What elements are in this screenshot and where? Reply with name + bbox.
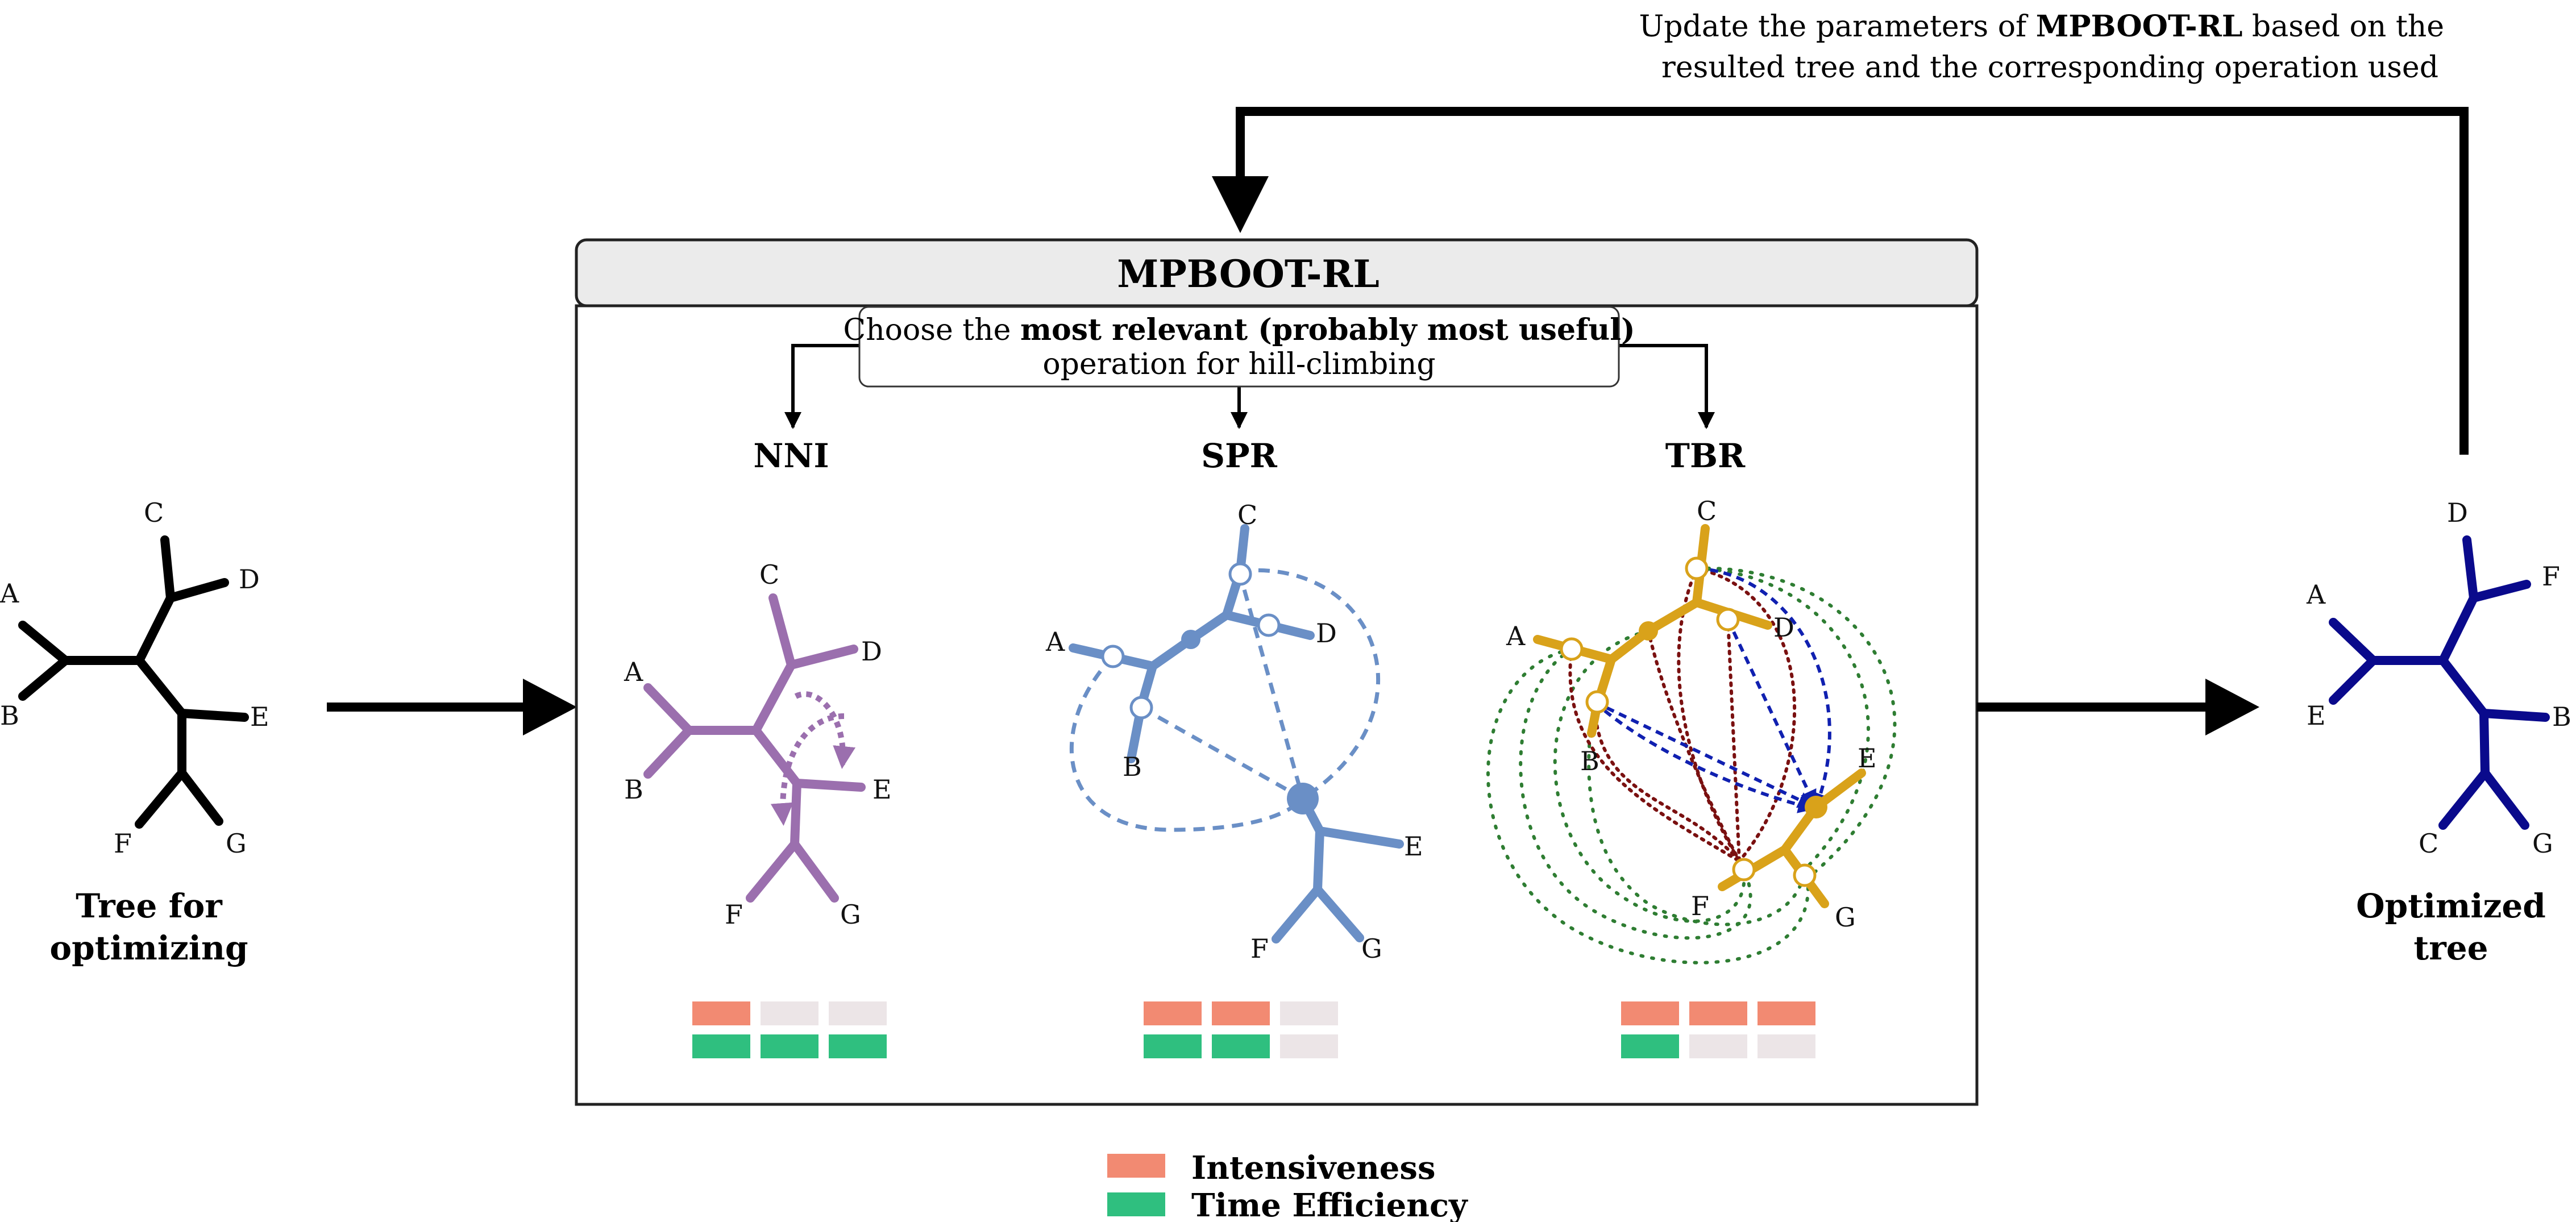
nni-time-efficiency-cell	[829, 1034, 887, 1058]
connector-nni	[784, 344, 859, 429]
tbr-leaf-f: F	[1691, 891, 1709, 921]
tbr-leaf-d: D	[1773, 612, 1794, 643]
input-leaf-d: D	[239, 564, 260, 595]
nni-leaf-c: C	[759, 559, 779, 590]
tbr-node-solid-2	[1805, 796, 1827, 818]
tbr-green-dotted	[1486, 566, 1897, 965]
tbr-intensiveness-cell	[1758, 1001, 1815, 1025]
feedback-arrowhead	[1212, 176, 1269, 233]
input-leaf-g: G	[226, 828, 247, 859]
tbr-intensiveness-cell	[1621, 1001, 1679, 1025]
spr-time-efficiency-cell	[1280, 1034, 1338, 1058]
tbr-leaf-g: G	[1835, 902, 1856, 933]
nni-leaf-e: E	[872, 774, 892, 805]
tbr-intensiveness-cell	[1689, 1001, 1747, 1025]
spr-dashed-paths	[1069, 568, 1381, 832]
tbr-leaf-c: C	[1697, 496, 1717, 526]
nni-time-efficiency-cell	[761, 1034, 818, 1058]
output-leaf-a: A	[2306, 579, 2326, 610]
tbr-time-efficiency-cell	[1689, 1034, 1747, 1058]
spr-intensiveness-cell	[1280, 1001, 1338, 1025]
spr-leaf-d: D	[1316, 618, 1337, 649]
spr-leaf-e: E	[1404, 831, 1423, 862]
legend-label-intensiveness: Intensiveness	[1191, 1149, 1436, 1187]
choose-line2: operation for hill-climbing	[1042, 347, 1435, 381]
choose-box	[858, 306, 1620, 388]
nni-tree	[643, 593, 866, 903]
input-leaf-c: C	[144, 497, 164, 528]
tbr-leaf-a: A	[1506, 621, 1526, 651]
input-arrowhead	[523, 679, 577, 735]
tbr-nodes	[1560, 556, 1817, 887]
op-title-tbr: TBR	[1665, 437, 1746, 475]
output-tree	[2329, 535, 2550, 830]
tbr-time-efficiency-cell	[1758, 1034, 1815, 1058]
choose-line1: Choose the most relevant (probably most …	[843, 313, 1635, 347]
nni-intensiveness-cell	[692, 1001, 750, 1025]
feedback-arrow	[1236, 107, 2469, 455]
spr-tree	[1069, 524, 1404, 943]
feedback-line2: resulted tree and the corresponding oper…	[1661, 51, 2438, 85]
output-caption-line2: tree	[2413, 929, 2488, 967]
spr-leaf-f: F	[1250, 933, 1269, 964]
output-caption-line1: Optimized	[2356, 887, 2546, 925]
input-leaf-b: B	[0, 700, 19, 731]
nni-leaf-b: B	[624, 774, 643, 805]
spr-node-solid	[1181, 630, 1200, 649]
spr-leaf-c: C	[1237, 500, 1257, 530]
spr-regraft-node	[1287, 783, 1319, 814]
output-leaf-f: F	[2542, 561, 2560, 592]
spr-intensiveness-cell	[1144, 1001, 1202, 1025]
nni-swap-arrow-1	[794, 691, 856, 769]
tbr-leaf-b: B	[1580, 746, 1599, 776]
output-leaf-e: E	[2307, 700, 2326, 731]
input-caption-line1: Tree for	[76, 887, 223, 925]
tbr-time-efficiency-cell	[1621, 1034, 1679, 1058]
module-title: MPBOOT-RL	[1117, 252, 1380, 296]
input-tree	[18, 535, 249, 829]
nni-leaf-a: A	[624, 656, 643, 687]
nni-intensiveness-cell	[761, 1001, 818, 1025]
nni-leaf-d: D	[861, 636, 882, 667]
tbr-leaf-e: E	[1858, 743, 1877, 774]
nni-leaf-g: G	[840, 899, 861, 930]
input-leaf-f: F	[114, 828, 132, 859]
feedback-line1: Update the parameters of MPBOOT-RL based…	[1639, 9, 2444, 44]
legend-label-time-efficiency: Time Efficiency	[1191, 1187, 1468, 1222]
nni-swap-arrow-2	[770, 713, 845, 826]
tbr-tree	[1533, 524, 1866, 908]
op-title-spr: SPR	[1201, 437, 1277, 475]
op-title-nni: NNI	[753, 437, 829, 475]
tbr-blue-dashed	[1593, 567, 1831, 813]
spr-leaf-b: B	[1123, 751, 1142, 782]
spr-leaf-a: A	[1045, 626, 1065, 657]
legend-swatch-intensiveness	[1107, 1154, 1165, 1178]
spr-leaf-g: G	[1361, 933, 1382, 964]
nni-time-efficiency-cell	[692, 1034, 750, 1058]
input-leaf-e: E	[250, 701, 269, 732]
nni-intensiveness-cell	[829, 1001, 887, 1025]
spr-nodes	[1101, 562, 1281, 720]
output-leaf-g: G	[2532, 828, 2553, 859]
spr-time-efficiency-cell	[1144, 1034, 1202, 1058]
legend-swatch-time-efficiency	[1107, 1192, 1165, 1216]
output-leaf-d: D	[2447, 497, 2468, 528]
nni-leaf-f: F	[725, 899, 743, 930]
output-leaf-b: B	[2552, 701, 2571, 732]
input-caption-line2: optimizing	[49, 929, 248, 967]
rating-bars	[692, 1001, 1815, 1058]
tbr-node-solid-1	[1639, 621, 1658, 641]
connector-tbr	[1619, 344, 1715, 429]
input-leaf-a: A	[0, 578, 19, 609]
tbr-red-dotted	[1568, 567, 1796, 863]
output-arrowhead	[2205, 679, 2259, 735]
spr-intensiveness-cell	[1212, 1001, 1270, 1025]
output-leaf-c: C	[2419, 828, 2438, 859]
spr-time-efficiency-cell	[1212, 1034, 1270, 1058]
